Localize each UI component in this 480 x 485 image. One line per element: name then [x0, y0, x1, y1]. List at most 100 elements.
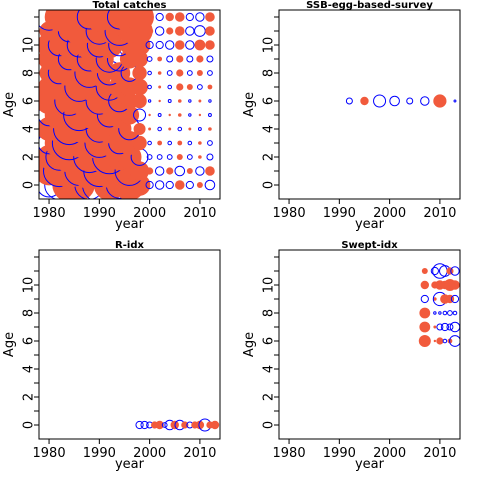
bubble-point [133, 108, 147, 122]
x-tick-label: 1980 [33, 206, 66, 221]
bubble-point [185, 26, 195, 36]
points [345, 94, 457, 108]
y-tick-label: 2 [262, 153, 277, 161]
x-axis-label: year [355, 217, 385, 232]
y-tick-label: 6 [262, 97, 277, 105]
bubble-point [156, 154, 163, 160]
bubble-point [181, 421, 189, 429]
bubble-point [186, 84, 193, 90]
y-tick-label: 10 [22, 277, 37, 294]
bubble-point [177, 113, 182, 117]
bubble-point [447, 310, 453, 316]
x-tick-label: 2000 [373, 206, 406, 221]
x-tick-label: 1980 [273, 206, 306, 221]
x-tick-label: 2000 [133, 206, 166, 221]
bubble-point [389, 95, 400, 107]
bubble-point [168, 127, 172, 131]
y-axis-label: Age [242, 332, 257, 357]
bubble-point [147, 140, 152, 146]
bubble-point [196, 55, 204, 63]
y-tick-label: 0 [22, 421, 37, 429]
bubble-point [167, 140, 173, 146]
bubble-point [166, 154, 173, 160]
y-tick-label: 10 [262, 37, 277, 54]
bubble-point [185, 180, 194, 190]
bubble-point [154, 26, 165, 36]
y-tick-label: 6 [262, 337, 277, 345]
bubble-point [154, 166, 165, 176]
y-tick-label: 4 [262, 365, 277, 373]
bubble-point [147, 70, 152, 76]
bubble-point [450, 266, 460, 276]
bubble-point [155, 12, 164, 22]
bubble-point [121, 92, 138, 110]
bubble-point [132, 65, 147, 81]
bubble-point [433, 339, 437, 343]
bubble-point [360, 96, 369, 106]
bubble-point [167, 99, 172, 103]
bubble-point [132, 135, 147, 151]
chart-title: R-idx [115, 240, 144, 251]
bubble-point [210, 420, 220, 430]
bubble-point [186, 168, 193, 174]
bubble-point [205, 40, 215, 50]
bubble-point [194, 39, 206, 51]
bubble-point [419, 307, 431, 319]
bubble-point [452, 310, 458, 316]
x-tick-label: 2010 [183, 206, 216, 221]
y-tick-label: 4 [22, 125, 37, 133]
y-tick-label: 2 [22, 393, 37, 401]
bubble-point [174, 26, 185, 36]
points [135, 418, 220, 432]
x-tick-label: 2010 [423, 446, 456, 461]
bubble-point [195, 420, 205, 430]
bubble-point [196, 70, 203, 76]
bubble-point [146, 13, 154, 21]
bubble-point [373, 94, 387, 108]
y-tick-label: 8 [22, 69, 37, 77]
x-tick-label: 2010 [423, 206, 456, 221]
bubble-point [420, 294, 429, 304]
x-tick-label: 1990 [323, 446, 356, 461]
bubble-point [196, 182, 203, 188]
bubble-point [147, 99, 152, 103]
bubble-point [207, 140, 213, 146]
bubble-point [188, 127, 192, 131]
bubble-point [208, 99, 212, 103]
bubble-point [195, 166, 205, 176]
bubble-point [345, 97, 353, 105]
bubble-point [453, 99, 457, 103]
bubble-point [174, 165, 186, 177]
bubble-point [198, 141, 202, 145]
bubble-point [166, 167, 174, 175]
y-tick-label: 2 [262, 393, 277, 401]
points [39, 10, 216, 199]
bubble-point [442, 338, 448, 344]
bubble-point [165, 40, 175, 50]
panel-4: 1980 1990 2000 2010 0 2 4 6 8 10 Swept-idx year Age [242, 240, 461, 472]
bubble-point [442, 310, 448, 316]
bubble-point [166, 70, 173, 76]
bubble-point [155, 420, 164, 430]
y-tick-label: 0 [262, 181, 277, 189]
bubble-point [186, 154, 193, 160]
bubble-point [176, 154, 183, 160]
bubble-point [446, 323, 454, 331]
points [418, 263, 460, 347]
x-tick-label: 1990 [323, 206, 356, 221]
bubble-point [146, 154, 153, 160]
bubble-point [193, 25, 206, 37]
y-tick-label: 6 [22, 97, 37, 105]
y-tick-label: 0 [262, 421, 277, 429]
y-tick-label: 4 [22, 365, 37, 373]
bubble-point [174, 12, 185, 22]
bubble-point [145, 40, 154, 50]
bubble-point [176, 83, 184, 91]
bubble-point [436, 337, 444, 345]
bubble-point [157, 71, 162, 75]
plot-frame [38, 9, 221, 200]
bubble-point [148, 113, 151, 117]
bubble-point [198, 155, 202, 159]
bubble-point [206, 55, 214, 63]
